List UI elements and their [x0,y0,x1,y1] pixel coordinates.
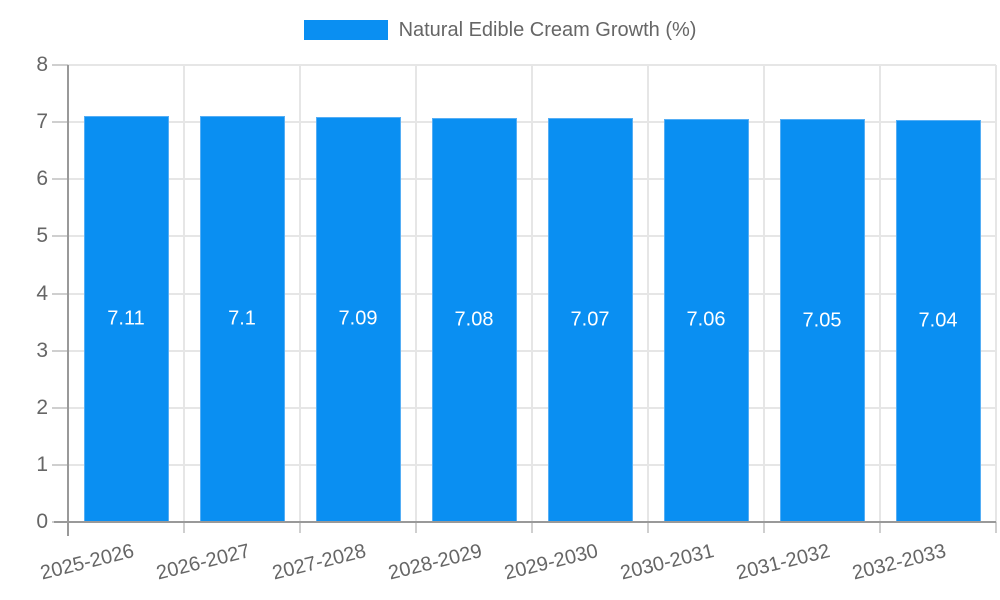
bar[interactable] [663,118,749,522]
bar[interactable] [83,115,169,522]
x-gridline [299,65,301,522]
x-tick-mark [995,522,997,533]
x-gridline [647,65,649,522]
x-tick-mark [299,522,301,533]
y-tick-mark [52,121,68,124]
y-tick-mark [52,406,68,409]
bar-value-label: 7.08 [454,308,494,331]
x-gridline [183,65,185,522]
x-tick-mark [647,522,649,533]
x-tick-mark [531,522,533,533]
bar-value-label: 7.11 [107,307,145,330]
y-tick-mark [52,292,68,295]
bar-value-label: 7.1 [228,307,256,330]
bar-value-label: 7.05 [802,309,842,332]
x-gridline [879,65,881,522]
x-gridline [763,65,765,522]
y-tick-label: 6 [36,167,48,191]
bar-value-label: 7.04 [918,309,958,332]
x-gridline [531,65,533,522]
x-tick-mark [183,522,185,533]
x-tick-mark [879,522,881,533]
bar[interactable] [779,119,865,522]
y-tick-mark [52,463,68,466]
bar[interactable] [315,116,401,522]
bar-value-label: 7.06 [686,308,726,331]
bar[interactable] [431,117,517,522]
y-tick-label: 7 [36,110,48,134]
bar[interactable] [547,118,633,522]
y-tick-mark [52,235,68,238]
y-tick-label: 2 [36,395,48,419]
y-tick-mark [52,349,68,352]
y-tick-mark [52,178,68,181]
bar[interactable] [199,116,285,522]
bar[interactable] [895,119,981,522]
y-axis-line [67,65,69,536]
x-tick-mark [415,522,417,533]
y-tick-label: 3 [36,338,48,362]
chart-legend[interactable]: Natural Edible Cream Growth (%) [0,18,1000,42]
x-tick-mark [763,522,765,533]
legend-swatch-icon [303,20,388,40]
y-tick-label: 1 [36,452,48,476]
x-gridline [995,65,997,522]
x-gridline [415,65,417,522]
y-tick-label: 5 [36,224,48,248]
bar-value-label: 7.07 [570,308,610,331]
y-tick-label: 0 [36,510,48,533]
x-axis-line [54,521,996,523]
bar-value-label: 7.09 [338,307,378,330]
plot-area: 7.11 7.1 7.09 7.08 7.07 7.06 7.05 7.04 [68,64,997,522]
legend-label: Natural Edible Cream Growth (%) [398,19,697,41]
y-tick-label: 4 [36,281,48,305]
y-tick-label: 8 [36,53,48,76]
y-tick-mark [52,64,68,66]
